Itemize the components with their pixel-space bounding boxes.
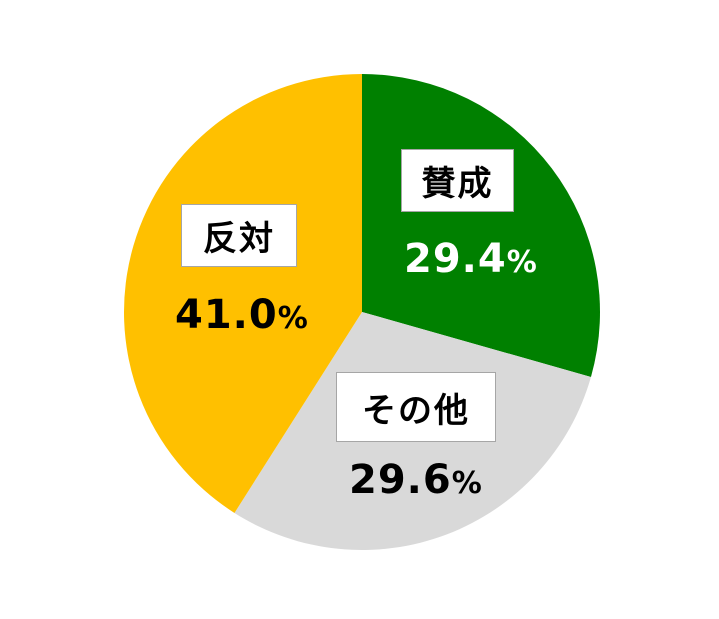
slice-label-other: その他 xyxy=(336,372,496,442)
slice-value-oppose-unit: % xyxy=(277,301,309,336)
slice-label-oppose: 反対 xyxy=(181,204,297,267)
slice-value-oppose-number: 41.0 xyxy=(175,292,278,338)
slice-value-oppose: 41.0% xyxy=(175,292,309,338)
slice-value-approve-number: 29.4 xyxy=(404,236,507,282)
slice-value-approve-unit: % xyxy=(506,245,538,280)
slice-value-other-number: 29.6 xyxy=(349,457,452,503)
slice-value-other: 29.6% xyxy=(349,457,483,503)
slice-label-approve: 賛成 xyxy=(401,149,514,212)
slice-value-approve: 29.4% xyxy=(404,236,538,282)
slice-value-other-unit: % xyxy=(451,466,483,501)
pie-slice-oppose xyxy=(123,73,362,513)
